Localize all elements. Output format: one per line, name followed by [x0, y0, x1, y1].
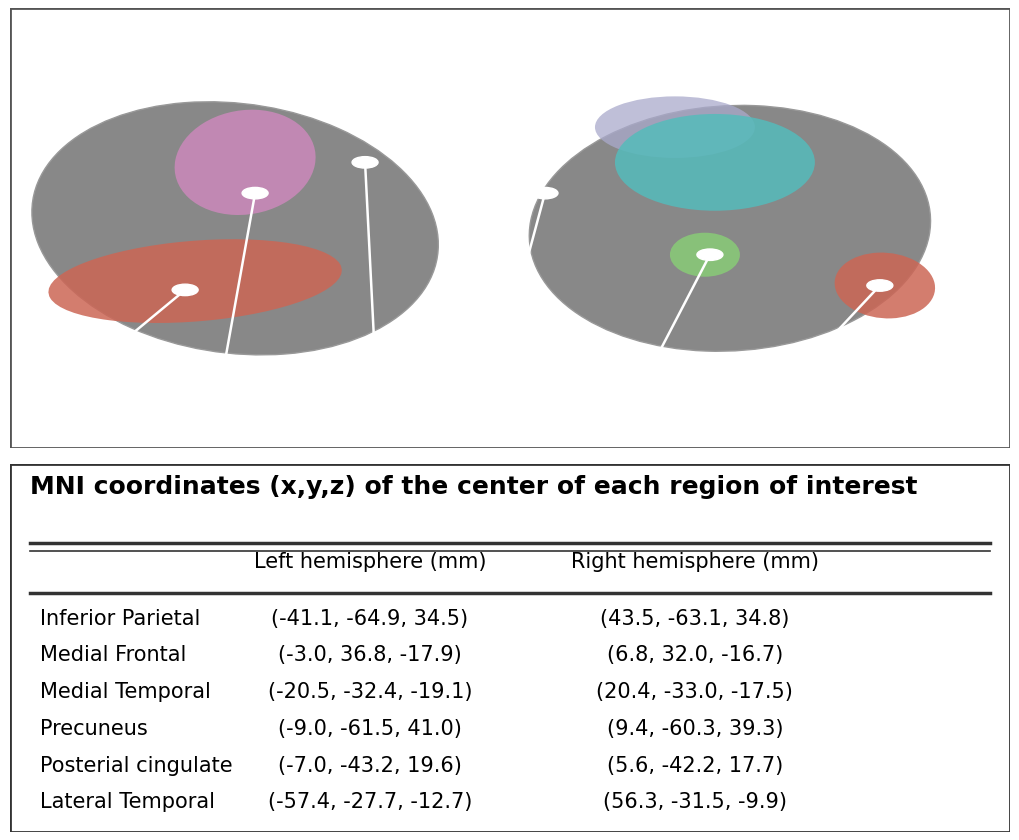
Text: (5.6, -42.2, 17.7): (5.6, -42.2, 17.7)	[606, 755, 783, 775]
Text: Medial
Temporal: Medial Temporal	[600, 369, 708, 412]
Text: Left hemisphere (mm): Left hemisphere (mm)	[254, 552, 486, 572]
Text: (43.5, -63.1, 34.8): (43.5, -63.1, 34.8)	[599, 609, 789, 628]
Text: (-3.0, 36.8, -17.9): (-3.0, 36.8, -17.9)	[278, 645, 462, 665]
Ellipse shape	[529, 105, 929, 351]
Circle shape	[866, 280, 892, 291]
Ellipse shape	[594, 97, 754, 158]
Text: Inferior
Parietal: Inferior Parietal	[179, 369, 271, 412]
Text: (20.4, -33.0, -17.5): (20.4, -33.0, -17.5)	[596, 682, 793, 702]
Ellipse shape	[614, 114, 814, 211]
Text: (-41.1, -64.9, 34.5): (-41.1, -64.9, 34.5)	[271, 609, 468, 628]
Text: Lateral Temporal: Lateral Temporal	[40, 792, 215, 812]
Text: MNI coordinates (x,y,z) of the center of each region of interest: MNI coordinates (x,y,z) of the center of…	[31, 475, 917, 500]
Text: Right hemisphere (mm): Right hemisphere (mm)	[571, 552, 818, 572]
Ellipse shape	[174, 110, 315, 215]
Ellipse shape	[669, 233, 739, 276]
Text: Precuneus: Precuneus	[40, 719, 148, 739]
Circle shape	[352, 156, 378, 168]
Text: Lateral
Temporal: Lateral Temporal	[46, 369, 154, 412]
Text: Medial View: Medial View	[856, 66, 988, 86]
Text: (9.4, -60.3, 39.3): (9.4, -60.3, 39.3)	[606, 719, 783, 739]
Text: Lateral View: Lateral View	[31, 66, 167, 86]
Text: Medial Frontal: Medial Frontal	[40, 645, 186, 665]
Circle shape	[532, 187, 557, 199]
Text: (-7.0, -43.2, 19.6): (-7.0, -43.2, 19.6)	[278, 755, 462, 775]
Text: Medial Temporal: Medial Temporal	[40, 682, 211, 702]
Ellipse shape	[32, 102, 438, 354]
Text: (56.3, -31.5, -9.9): (56.3, -31.5, -9.9)	[602, 792, 786, 812]
Text: Medial
Frontal: Medial Frontal	[767, 369, 851, 412]
Circle shape	[696, 249, 722, 260]
Text: Posterior
Cingulate: Posterior Cingulate	[443, 369, 555, 412]
Text: (-20.5, -32.4, -19.1): (-20.5, -32.4, -19.1)	[268, 682, 472, 702]
Text: Inferior Parietal: Inferior Parietal	[40, 609, 201, 628]
Ellipse shape	[48, 239, 341, 323]
Circle shape	[172, 284, 198, 296]
Text: Brain regions within default mode network: Brain regions within default mode networ…	[141, 30, 878, 60]
Text: (-57.4, -27.7, -12.7): (-57.4, -27.7, -12.7)	[268, 792, 472, 812]
Text: (-9.0, -61.5, 41.0): (-9.0, -61.5, 41.0)	[278, 719, 462, 739]
Text: Precusneus: Precusneus	[307, 369, 442, 389]
Ellipse shape	[834, 253, 934, 318]
Circle shape	[242, 187, 268, 199]
Text: (6.8, 32.0, -16.7): (6.8, 32.0, -16.7)	[606, 645, 783, 665]
Text: Posterial cingulate: Posterial cingulate	[40, 755, 232, 775]
